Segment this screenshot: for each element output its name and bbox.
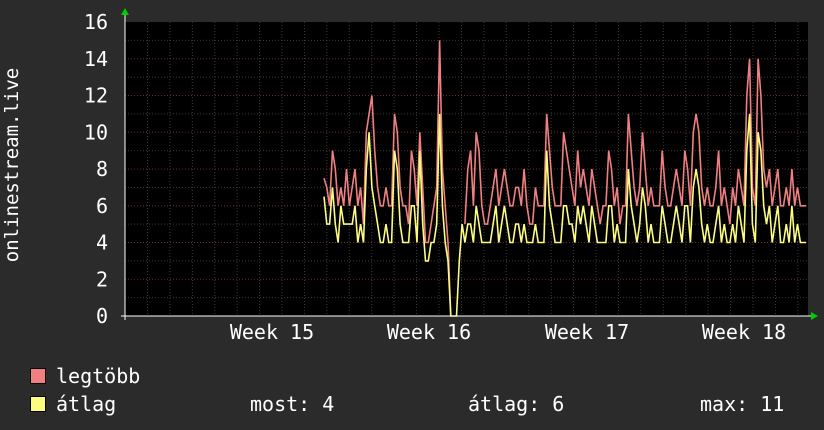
y-tick-label: 6	[96, 194, 108, 218]
legend-label-max: legtöbb	[56, 364, 141, 388]
legend-row-avg: átlag most: 4 átlag: 6 max: 11	[30, 390, 784, 418]
y-axis-label: onlinestream.live	[1, 68, 23, 262]
y-tick-label: 4	[96, 231, 108, 255]
x-tick-label: Week 18	[702, 320, 786, 344]
y-tick-label: 8	[96, 157, 108, 181]
y-tick-label: 16	[84, 10, 108, 34]
x-tick-label: Week 16	[387, 320, 471, 344]
stat-now: most: 4	[250, 392, 335, 416]
legend-label-avg: átlag	[56, 392, 117, 416]
plot-area	[125, 22, 808, 316]
y-axis-arrow-icon	[121, 8, 129, 15]
y-tick-label: 0	[96, 304, 108, 328]
x-tick-label: Week 17	[545, 320, 629, 344]
stat-avg: átlag: 6	[468, 392, 565, 416]
series-line-avg	[323, 113, 806, 317]
y-tick-label: 2	[96, 267, 108, 291]
series-line-max	[323, 40, 806, 317]
legend-row-max: legtöbb	[30, 362, 140, 390]
x-tick-label: Week 15	[230, 320, 314, 344]
y-tick-label: 12	[84, 84, 108, 108]
y-tick-label: 14	[84, 47, 108, 71]
x-tick-labels: Week 15 Week 16 Week 17 Week 18	[230, 320, 786, 344]
x-axis-arrow-icon	[811, 312, 818, 320]
series-lines	[323, 40, 806, 317]
stat-max: max: 11	[700, 392, 785, 416]
legend-swatch-avg	[30, 396, 46, 412]
legend-swatch-max	[30, 368, 46, 384]
legend: legtöbb átlag most: 4 átlag: 6 max: 11	[30, 362, 784, 418]
y-tick-label: 10	[84, 120, 108, 144]
y-tick-labels: 0 2 4 6 8 10 12 14 16	[84, 10, 108, 328]
